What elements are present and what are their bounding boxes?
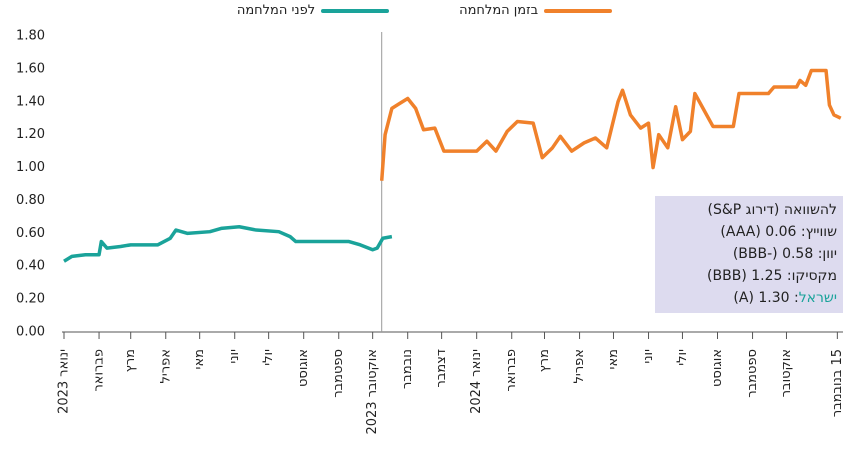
series-line <box>379 68 842 181</box>
legend-swatch <box>321 8 390 13</box>
note-line: שווייץ: 0.06 (AAA) <box>720 224 837 240</box>
x-tick-label: מאי <box>192 349 207 369</box>
x-tick-label: נובמבר <box>400 349 415 389</box>
y-tick-label: 0.40 <box>16 259 45 274</box>
x-tick-label: יולי <box>261 349 276 366</box>
series-line <box>63 225 393 263</box>
x-tick-label: אפריל <box>158 349 173 383</box>
x-tick-label: ספטמבר <box>331 349 346 398</box>
x-tick-label: יוני <box>227 349 242 364</box>
y-tick-label: 0.00 <box>16 325 45 340</box>
comparison-box: להשוואה (דירוג S&P) שווייץ: 0.06 (AAA) י… <box>655 196 843 313</box>
y-tick-label: 0.60 <box>16 226 45 241</box>
note-line: להשוואה (דירוג S&P) <box>707 202 838 218</box>
note-line: ישראל: 1.30 (A) <box>655 287 837 309</box>
x-tick-label: 15 בנובמבר <box>830 349 845 417</box>
y-tick-label: 1.80 <box>16 29 45 44</box>
x-tick-label: מאי <box>606 349 621 369</box>
x-tick-label: פברואר <box>92 349 107 392</box>
legend-item: לפני המלחמה <box>236 3 390 18</box>
x-tick-label: יולי <box>675 349 690 366</box>
x-tick-label: ינואר 2023 <box>57 349 72 414</box>
x-tick-label: מרץ <box>537 349 552 372</box>
y-tick-label: 1.00 <box>16 160 45 175</box>
x-tick-label: יוני <box>641 349 656 364</box>
y-tick-label: 1.20 <box>16 127 45 142</box>
legend-swatch <box>544 8 613 13</box>
x-tick-label: אפריל <box>572 349 587 383</box>
note-line: יוון: 0.58 (-BBB) <box>732 246 837 262</box>
legend-label: לפני המלחמה <box>236 3 316 18</box>
x-tick-label: ינואר 2024 <box>469 349 484 414</box>
y-tick-label: 0.20 <box>16 292 45 307</box>
y-tick-label: 1.40 <box>16 94 45 109</box>
note-highlight: ישראל <box>798 290 837 306</box>
note-line: מקסיקו: 1.25 (BBB) <box>707 268 837 284</box>
x-tick-label: מרץ <box>123 349 138 372</box>
x-tick-label: אוקטובר 2023 <box>365 349 380 435</box>
y-tick-label: 0.80 <box>16 193 45 208</box>
legend-item: בזמן המלחמה <box>459 3 613 18</box>
note-text: : 1.30 (A) <box>733 290 799 306</box>
x-tick-label: אוגוסט <box>710 349 725 387</box>
x-tick-label: ספטמבר <box>745 349 760 398</box>
x-tick-label: אוגוסט <box>296 349 311 387</box>
x-tick-label: דצמבר <box>434 349 449 388</box>
y-tick-label: 1.60 <box>16 61 45 76</box>
x-tick-label: פברואר <box>504 349 519 392</box>
legend: לפני המלחמה בזמן המלחמה <box>0 3 849 18</box>
legend-label: בזמן המלחמה <box>459 3 539 18</box>
x-tick-label: אוקטובר <box>779 349 794 397</box>
